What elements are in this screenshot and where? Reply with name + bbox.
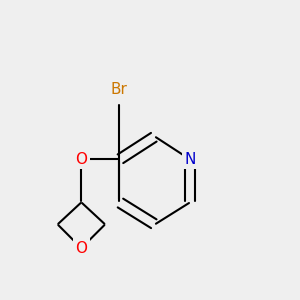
Text: Br: Br xyxy=(111,82,128,98)
Text: N: N xyxy=(184,152,196,167)
Text: O: O xyxy=(75,152,87,167)
Text: O: O xyxy=(75,241,87,256)
